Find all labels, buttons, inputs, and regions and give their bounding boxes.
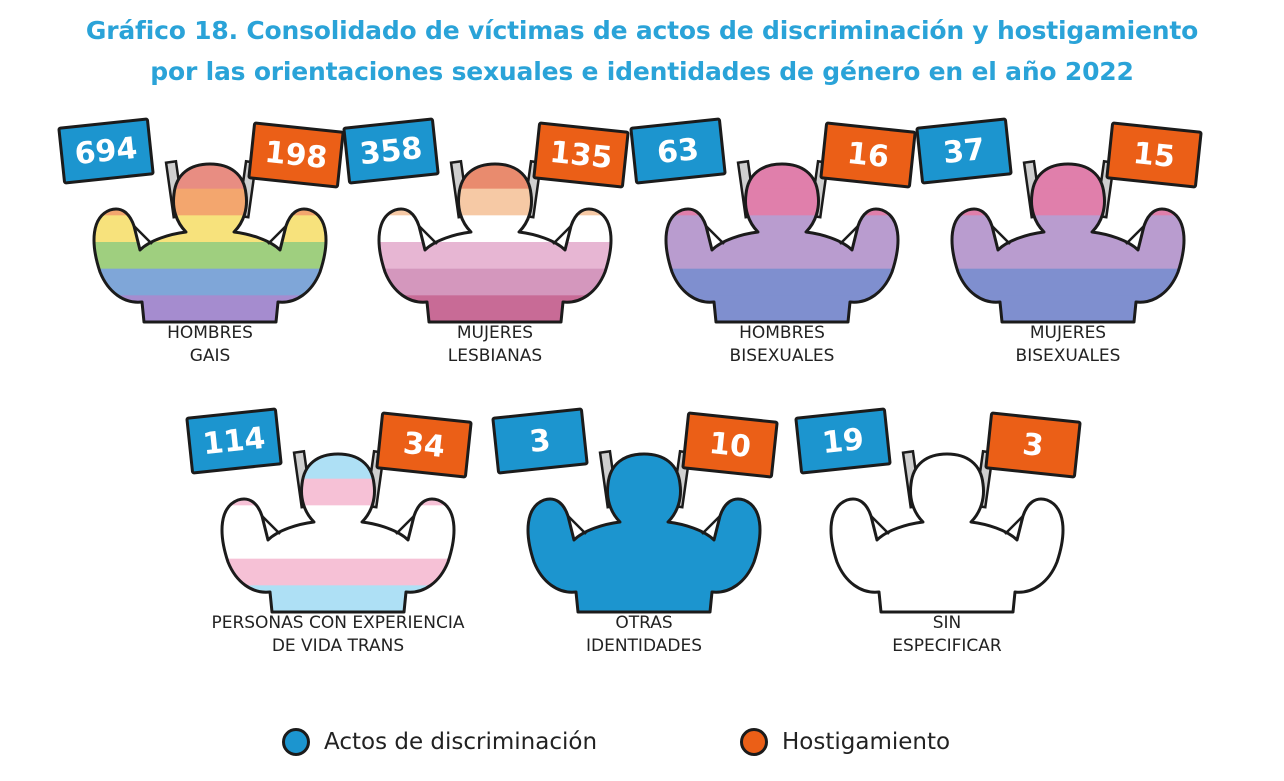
legend-item-hostigamiento: Hostigamiento [740,728,950,756]
figure-group: 63 16 HOMBRES BISEXUALES [629,117,932,402]
sign-discriminacion: 114 [185,407,283,475]
value-hostigamiento: 135 [548,134,614,176]
value-discriminacion: 3 [527,422,553,460]
category-label-line-2: BISEXUALES [1015,346,1121,366]
value-hostigamiento: 16 [845,135,891,175]
value-discriminacion: 694 [73,130,139,172]
figure-group: 3 10 OTRAS IDENTIDADES [491,407,794,692]
sign-hostigamiento: 3 [984,411,1082,479]
legend-label-hostigamiento: Hostigamiento [782,729,951,755]
value-hostigamiento: 10 [707,425,753,465]
sign-discriminacion: 19 [794,407,892,475]
legend-label-discriminacion: Actos de discriminación [324,729,598,755]
sign-discriminacion: 3 [491,407,589,475]
category-label-line-1: MUJERES [1029,323,1107,343]
sign-hostigamiento: 198 [247,121,345,189]
legend-item-discriminacion: Actos de discriminación [282,728,597,756]
value-hostigamiento: 15 [1131,135,1177,175]
category-label-line-1: PERSONAS CON EXPERIENCIA [211,613,465,633]
value-discriminacion: 358 [358,130,424,172]
category-label: MUJERES BISEXUALES [888,322,1248,368]
value-discriminacion: 114 [201,420,267,462]
value-discriminacion: 19 [820,421,866,461]
chart-title: Gráfico 18. Consolidado de víctimas de a… [0,10,1284,92]
category-label: HOMBRES BISEXUALES [602,322,962,368]
sign-hostigamiento: 16 [819,121,917,189]
figure-group: 114 34 PERSONAS CON EXPERIENCIA DE VIDA … [185,407,488,692]
value-hostigamiento: 3 [1020,426,1046,464]
sign-discriminacion: 358 [342,117,440,185]
figure-group: 19 3 SIN ESPECIFICAR [794,407,1097,692]
category-label: HOMBRES GAIS [30,322,390,368]
figure-group: 694 198 HOMBRES GAIS [57,117,360,402]
category-label-line-2: LESBIANAS [447,346,543,366]
legend-swatch-hostigamiento [740,728,768,756]
category-label-line-1: SIN [932,613,962,633]
value-hostigamiento: 198 [263,134,329,176]
category-label-line-2: IDENTIDADES [585,636,702,656]
category-label-line-2: GAIS [189,346,231,366]
category-label-line-2: BISEXUALES [729,346,835,366]
category-label: MUJERES LESBIANAS [315,322,675,368]
sign-hostigamiento: 10 [681,411,779,479]
category-label-line-1: HOMBRES [167,323,253,343]
category-label: PERSONAS CON EXPERIENCIA DE VIDA TRANS [158,612,518,658]
category-label-line-1: MUJERES [456,323,534,343]
value-discriminacion: 63 [655,131,701,171]
sign-hostigamiento: 15 [1105,121,1203,189]
category-label-line-2: ESPECIFICAR [892,636,1002,656]
category-label-line-1: HOMBRES [739,323,825,343]
sign-discriminacion: 37 [915,117,1013,185]
value-discriminacion: 37 [941,131,987,171]
chart-title-line-2: por las orientaciones sexuales e identid… [150,57,1134,86]
sign-hostigamiento: 135 [532,121,630,189]
figure-group: 358 135 MUJERES LESBIANAS [342,117,645,402]
legend: Actos de discriminación Hostigamiento [0,728,1284,764]
category-label-line-2: DE VIDA TRANS [271,636,405,656]
chart-title-line-1: Gráfico 18. Consolidado de víctimas de a… [85,16,1199,45]
category-label-line-1: OTRAS [615,613,673,633]
sign-hostigamiento: 34 [375,411,473,479]
category-label: SIN ESPECIFICAR [767,612,1127,658]
value-hostigamiento: 34 [401,425,447,465]
figure-group: 37 15 MUJERES BISEXUALES [915,117,1218,402]
silhouette-figure [377,159,613,324]
silhouette-figure [829,449,1065,614]
sign-discriminacion: 694 [57,117,155,185]
legend-swatch-discriminacion [282,728,310,756]
category-label: OTRAS IDENTIDADES [464,612,824,658]
sign-discriminacion: 63 [629,117,727,185]
